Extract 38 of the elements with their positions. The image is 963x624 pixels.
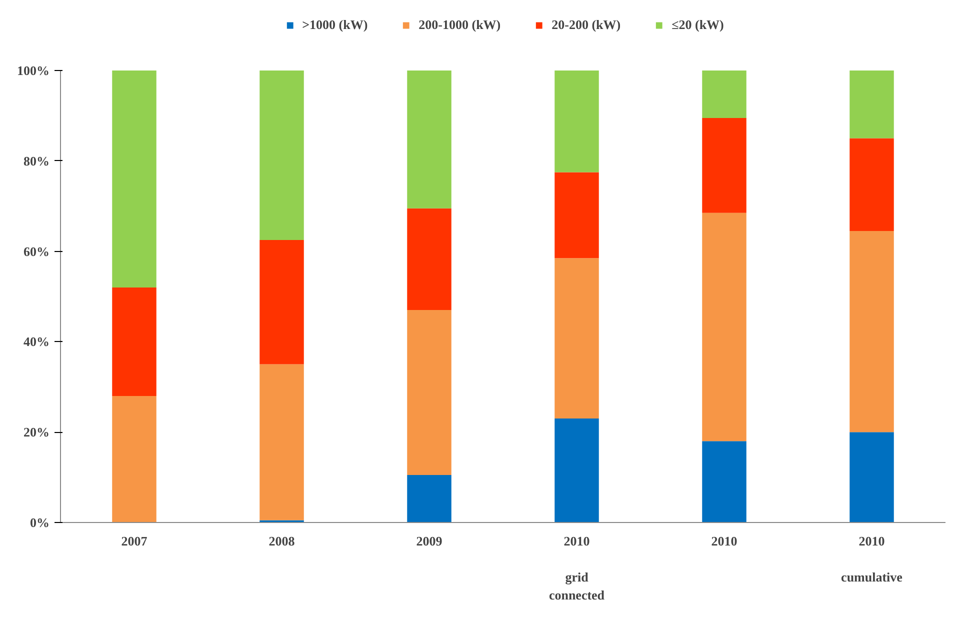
y-tick-label: 60% — [24, 244, 50, 259]
legend-label: 200-1000 (kW) — [418, 17, 501, 33]
bar — [407, 310, 452, 476]
bar — [554, 258, 599, 419]
bar — [702, 70, 746, 118]
bar — [850, 70, 894, 138]
bar — [850, 432, 894, 522]
bar — [850, 230, 894, 432]
bar — [112, 287, 156, 396]
bar — [554, 172, 599, 258]
x-tick-label: 2008 — [268, 534, 296, 548]
bar — [112, 396, 156, 522]
bar — [702, 441, 746, 522]
bar — [554, 418, 599, 522]
bar — [554, 70, 599, 172]
category-label: 2010 cumulative — [841, 534, 902, 584]
bar — [702, 118, 746, 213]
bar — [112, 70, 156, 288]
bar — [407, 70, 452, 208]
x-tick-label: 2009 — [416, 534, 443, 548]
y-tick-label: 80% — [24, 153, 50, 168]
y-tick-label: 0% — [30, 515, 50, 530]
x-tick-label: 2010 — [711, 534, 738, 548]
bar — [702, 212, 746, 442]
legend-label: 20-200 (kW) — [552, 17, 621, 33]
x-tick-label: 2007 — [121, 534, 148, 548]
bar — [407, 208, 452, 310]
y-tick-label: 100% — [17, 63, 50, 78]
bar — [260, 364, 304, 520]
legend-label: >1000 (kW) — [302, 17, 368, 33]
y-tick-label: 20% — [24, 424, 50, 440]
bar — [260, 240, 304, 364]
legend-label: ≤20 (kW) — [672, 17, 724, 33]
y-tick-label: 40% — [24, 334, 50, 350]
bar — [260, 70, 304, 240]
bar — [850, 138, 894, 231]
bar — [407, 475, 452, 522]
category-label: 2010 grid connected — [548, 534, 605, 602]
